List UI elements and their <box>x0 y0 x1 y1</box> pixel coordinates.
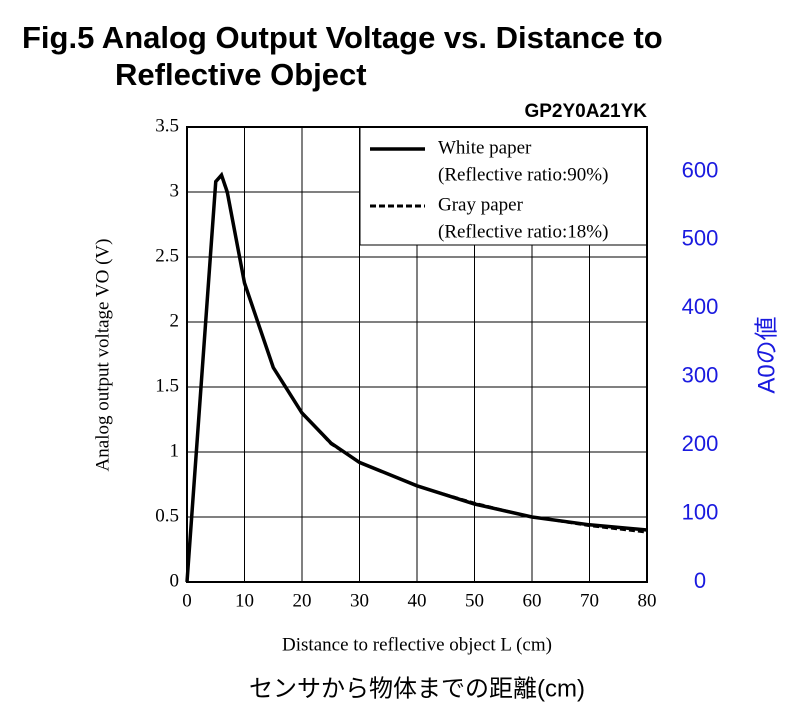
y2-tick-label: 300 <box>682 363 719 388</box>
x-tick-label: 0 <box>182 590 192 611</box>
y2-tick-label: 200 <box>682 431 719 456</box>
x-tick-label: 80 <box>638 590 657 611</box>
x-tick-label: 60 <box>523 590 542 611</box>
legend-label: Gray paper <box>438 194 524 215</box>
y2-tick-label: 100 <box>682 499 719 524</box>
x-tick-label: 70 <box>580 590 599 611</box>
x-tick-label: 40 <box>408 590 427 611</box>
y-tick-label: 3.5 <box>155 115 179 136</box>
x-tick-label: 30 <box>350 590 369 611</box>
y-tick-label: 3 <box>170 180 180 201</box>
y-tick-label: 1 <box>170 440 180 461</box>
y-axis-label: Analog output voltage VO (V) <box>92 239 113 472</box>
x-tick-label: 20 <box>293 590 312 611</box>
chart-subtitle: GP2Y0A21YK <box>524 101 647 122</box>
y-tick-label: 2 <box>170 310 180 331</box>
plot-frame <box>186 126 648 583</box>
y-tick-label: 2.5 <box>155 245 179 266</box>
legend-note: (Reflective ratio:90%) <box>438 164 608 185</box>
data-line <box>186 174 648 583</box>
y2-tick-label: 400 <box>682 294 719 319</box>
caption: センサから物体までの距離(cm) <box>249 675 585 702</box>
x-tick-label: 50 <box>465 590 484 611</box>
chart-title: Reflective Object <box>115 57 367 92</box>
legend-label: White paper <box>438 137 532 158</box>
y-tick-label: 1.5 <box>155 375 179 396</box>
x-axis-label: Distance to reflective object L (cm) <box>282 634 552 655</box>
y-tick-label: 0.5 <box>155 505 179 526</box>
y-tick-label: 0 <box>170 570 180 591</box>
y2-tick-label: 600 <box>682 157 719 182</box>
y2-tick-label: 500 <box>682 226 719 251</box>
legend-box <box>359 126 648 246</box>
chart-title: Fig.5 Analog Output Voltage vs. Distance… <box>22 20 663 55</box>
legend-note: (Reflective ratio:18%) <box>438 221 608 242</box>
x-tick-label: 10 <box>235 590 254 611</box>
y2-tick-label: 0 <box>694 568 706 593</box>
y2-axis-label: A0の値 <box>753 316 780 393</box>
